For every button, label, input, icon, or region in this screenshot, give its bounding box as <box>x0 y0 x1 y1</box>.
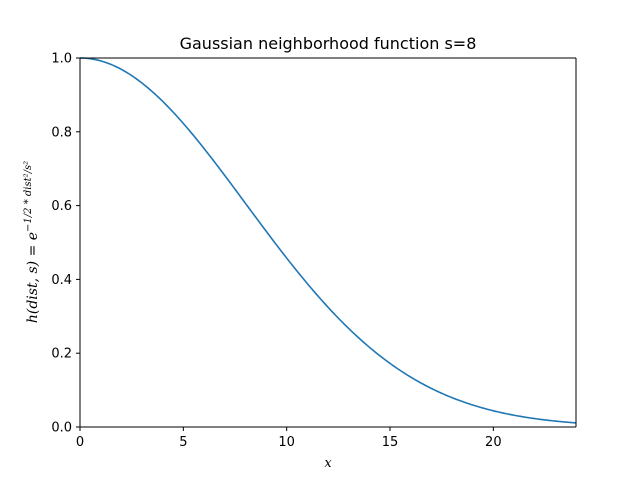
x-tick-label: 5 <box>179 435 187 450</box>
x-tick-label: 20 <box>485 435 502 450</box>
x-tick-label: 0 <box>76 435 84 450</box>
chart-title: Gaussian neighborhood function s=8 <box>180 34 477 53</box>
y-axis-label: h(dist, s) = e−1/2 * dist²/s² <box>23 161 41 323</box>
x-axis-label: x <box>324 456 332 471</box>
y-tick-label: 0.6 <box>51 199 72 214</box>
y-axis-label-main: h(dist, s) = e <box>25 232 41 323</box>
y-tick-label: 0.0 <box>51 421 72 436</box>
y-tick-label: 1.0 <box>51 52 72 67</box>
y-tick-label: 0.4 <box>51 273 72 288</box>
y-tick-label: 0.8 <box>51 125 72 140</box>
plot-area <box>80 58 576 427</box>
x-tick-label: 15 <box>382 435 399 450</box>
x-tick-label: 10 <box>278 435 295 450</box>
y-tick-label: 0.2 <box>51 347 72 362</box>
series-layer <box>79 57 577 424</box>
plot-background <box>80 58 576 427</box>
y-axis-label-exponent: −1/2 * dist²/s² <box>23 161 34 232</box>
series-line-0 <box>79 57 577 424</box>
y-axis-ticks: 0.0 0.2 0.4 0.6 0.8 1.0 <box>51 52 80 436</box>
x-axis-ticks: 0 5 10 15 20 <box>76 427 502 450</box>
